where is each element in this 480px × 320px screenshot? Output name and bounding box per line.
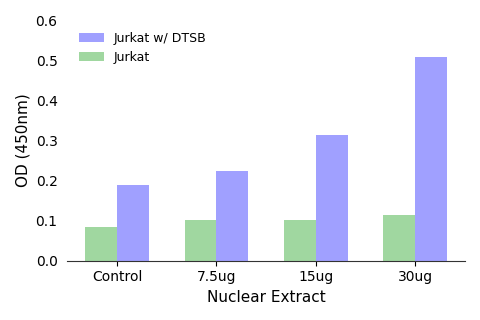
X-axis label: Nuclear Extract: Nuclear Extract: [207, 290, 325, 305]
Bar: [384, 215, 415, 261]
Bar: [117, 185, 149, 261]
Bar: [316, 135, 348, 261]
Bar: [284, 220, 316, 261]
Legend: Jurkat w/ DTSB, Jurkat: Jurkat w/ DTSB, Jurkat: [73, 27, 211, 69]
Bar: [85, 227, 117, 261]
Y-axis label: OD (450nm): OD (450nm): [15, 94, 30, 188]
Bar: [185, 220, 216, 261]
Bar: [216, 171, 248, 261]
Bar: [415, 57, 447, 261]
